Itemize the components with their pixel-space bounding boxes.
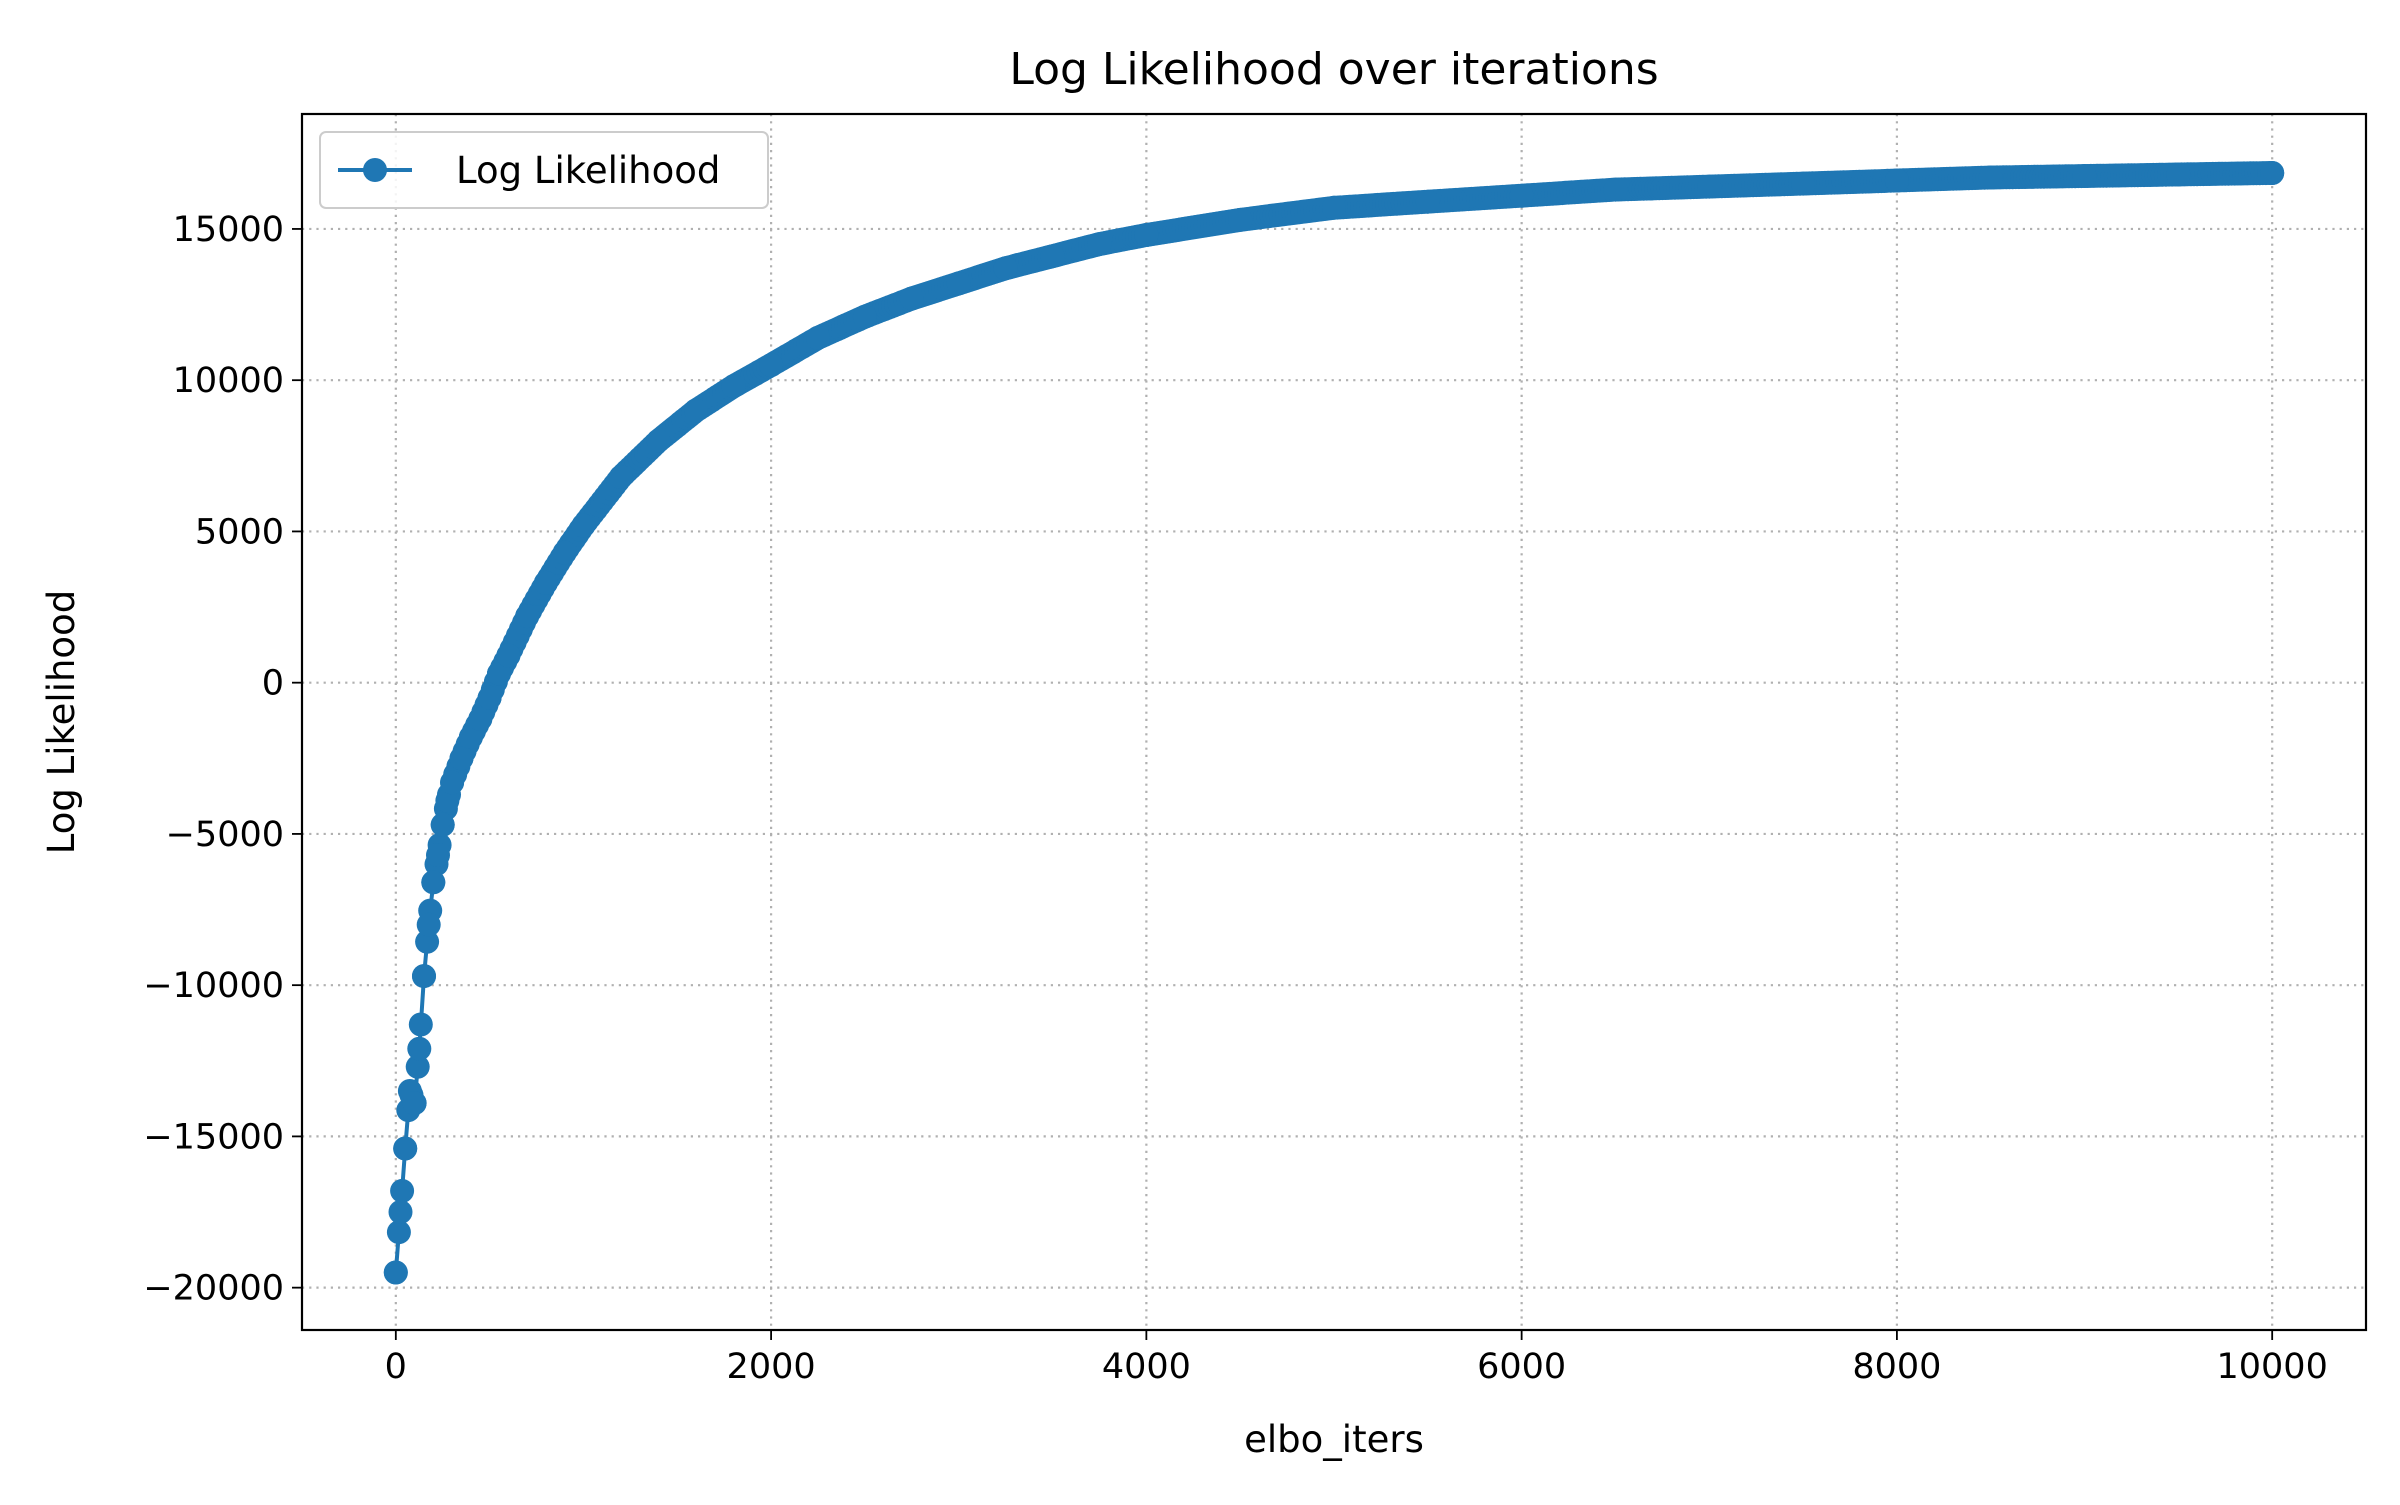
data-point [533, 570, 558, 595]
x-tick-label: 10000 [2217, 1347, 2328, 1387]
legend: Log Likelihood [319, 131, 769, 209]
x-tick-label: 4000 [1102, 1347, 1191, 1387]
y-tick-label: −20000 [143, 1269, 284, 1309]
data-point [383, 1260, 408, 1285]
data-point [2166, 162, 2191, 187]
y-axis-label: Log Likelihood [40, 590, 83, 854]
data-point [571, 513, 596, 538]
data-point [1791, 171, 1816, 196]
data-point [899, 286, 924, 311]
data-point [806, 325, 830, 350]
x-tick-label: 6000 [1477, 1347, 1566, 1387]
data-point [449, 746, 474, 771]
chart-title: Log Likelihood over iterations [1009, 44, 1658, 95]
x-axis-label: elbo_iters [1244, 1418, 1424, 1461]
data-point-marker [386, 1220, 411, 1245]
data-point [402, 1091, 427, 1116]
plot-frame [300, 112, 2368, 1332]
data-point [609, 465, 633, 489]
data-point [430, 812, 455, 837]
data-point [1087, 232, 1112, 257]
y-tick-label: 0 [262, 664, 284, 704]
grid [302, 114, 2366, 1330]
data-point-marker [390, 1178, 415, 1203]
series-layer [383, 161, 2285, 1285]
data-point [388, 1200, 413, 1224]
y-tick-label: 5000 [195, 512, 284, 552]
data-point [393, 1136, 418, 1161]
data-point [421, 870, 446, 895]
data-point [440, 770, 465, 795]
data-point [1415, 189, 1440, 214]
y-tick-label: −10000 [143, 966, 284, 1006]
data-point [1603, 177, 1628, 202]
data-point-marker [405, 1054, 430, 1079]
data-point [1322, 195, 1346, 220]
data-point [1978, 165, 2003, 190]
data-point [684, 398, 708, 423]
data-point [1040, 244, 1065, 269]
data-point [477, 685, 502, 710]
data-point [515, 604, 540, 629]
data-point [759, 353, 784, 378]
data-point [2260, 161, 2285, 185]
y-tick-label: −5000 [166, 815, 284, 855]
data-point [1228, 207, 1253, 232]
data-point [1509, 183, 1534, 208]
data-point [946, 271, 971, 296]
data-point [468, 707, 493, 731]
data-point [416, 912, 441, 937]
data-point [1697, 174, 1722, 199]
data-point-marker [408, 1012, 433, 1037]
data-point [552, 540, 577, 565]
data-point [487, 661, 511, 686]
x-tick-label: 0 [385, 1347, 407, 1387]
y-tick-label: 10000 [173, 361, 284, 401]
data-point [435, 788, 460, 813]
data-point [1134, 223, 1159, 247]
data-point [407, 1036, 432, 1061]
legend-entry-label: Log Likelihood [456, 149, 720, 192]
legend-box [319, 131, 769, 209]
x-tick-label: 2000 [727, 1347, 816, 1387]
legend-marker-swatch [363, 158, 387, 182]
data-point [646, 428, 671, 453]
data-point [458, 725, 483, 750]
data-point [1884, 168, 1909, 193]
data-point [426, 843, 450, 868]
data-point [2072, 164, 2097, 188]
data-point [993, 256, 1018, 281]
y-tick-label: 15000 [173, 210, 284, 250]
ticks: 0 2000 4000 6000 8000 10000 −20000 −15000 −10000… [143, 210, 2328, 1387]
data-point [721, 374, 746, 399]
data-point [852, 304, 877, 329]
data-point [496, 643, 521, 668]
data-point [412, 964, 436, 989]
y-tick-label: −15000 [143, 1117, 284, 1157]
x-tick-label: 8000 [1852, 1347, 1941, 1387]
